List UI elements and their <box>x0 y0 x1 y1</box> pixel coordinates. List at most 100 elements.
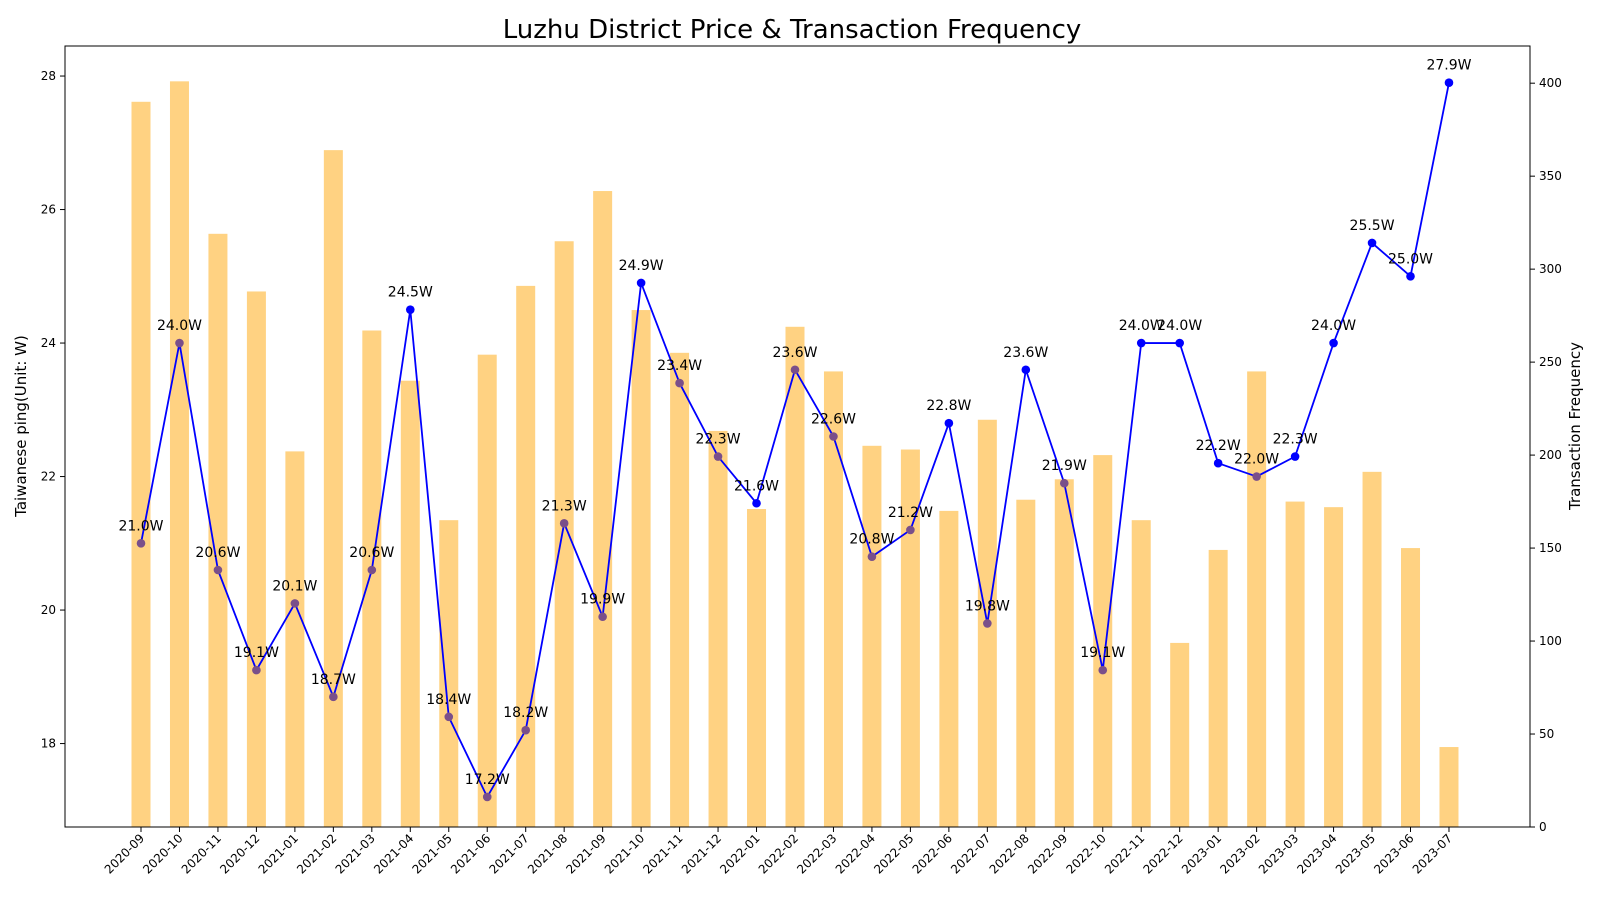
bar-2020-12 <box>246 291 266 828</box>
x-tick-label-2021-07: 2021-07 <box>486 831 531 876</box>
x-tick-label-2021-09: 2021-09 <box>563 831 608 876</box>
y-left-tick-label-26: 26 <box>41 203 56 217</box>
x-tick-label-2021-12: 2021-12 <box>679 831 724 876</box>
x-tick-label-2023-04: 2023-04 <box>1294 831 1339 876</box>
price-point-2021-10 <box>636 278 646 288</box>
price-point-2020-09 <box>136 539 146 548</box>
price-label-2020-10: 24.0W <box>157 318 202 334</box>
price-label-2021-03: 20.6W <box>349 545 394 561</box>
price-label-2021-10: 24.9W <box>619 258 664 274</box>
bar-2022-05 <box>900 449 920 827</box>
line-layer <box>136 78 1454 802</box>
y-right-tick-label-200: 200 <box>1539 448 1562 462</box>
price-point-2022-11 <box>1136 338 1146 348</box>
bar-2021-06 <box>477 354 497 827</box>
price-label-2023-01: 22.2W <box>1196 438 1241 454</box>
price-point-2021-02 <box>329 692 338 702</box>
y-left-tick-label-20: 20 <box>41 603 56 617</box>
bar-2022-12 <box>1170 642 1190 827</box>
price-label-2023-03: 22.3W <box>1273 432 1318 448</box>
price-label-2022-12: 24.0W <box>1157 318 1202 334</box>
bar-2023-02 <box>1247 371 1267 827</box>
price-label-2021-11: 23.4W <box>657 358 702 374</box>
bar-2021-04 <box>400 380 420 827</box>
bar-2020-10 <box>169 81 189 827</box>
x-tick-label-2022-01: 2022-01 <box>717 831 762 876</box>
price-label-2021-08: 21.3W <box>542 498 587 514</box>
x-tick-label-2022-06: 2022-06 <box>910 831 955 876</box>
y-left-tick-label-18: 18 <box>41 737 56 751</box>
bar-2021-08 <box>554 241 574 827</box>
bar-2023-01 <box>1208 549 1228 827</box>
bar-2022-02 <box>785 326 805 827</box>
bar-2022-04 <box>862 445 882 827</box>
bar-2022-11 <box>1131 520 1151 827</box>
bar-2020-11 <box>208 233 228 827</box>
price-label-2023-06: 25.0W <box>1388 251 1433 267</box>
y-right-tick-label-0: 0 <box>1539 820 1547 834</box>
bar-2023-05 <box>1362 471 1382 827</box>
price-point-2023-01 <box>1213 458 1223 468</box>
price-label-2022-03: 22.6W <box>811 412 856 428</box>
bar-2020-09 <box>131 101 151 828</box>
x-tick-label-2021-05: 2021-05 <box>410 831 455 876</box>
x-tick-label-2021-01: 2021-01 <box>256 831 301 876</box>
x-tick-label-2022-04: 2022-04 <box>833 831 878 876</box>
bar-2023-04 <box>1324 507 1344 827</box>
price-point-2021-11 <box>675 378 684 388</box>
x-tick-label-2020-12: 2020-12 <box>217 831 262 876</box>
x-tick-label-2021-03: 2021-03 <box>333 831 378 876</box>
y-axis-right-label: Transaction Frequency <box>1566 342 1584 511</box>
y-left-tick-label-28: 28 <box>41 69 56 83</box>
price-point-2023-03 <box>1290 452 1300 461</box>
price-label-2020-11: 20.6W <box>195 545 240 561</box>
x-tick-label-2022-02: 2022-02 <box>756 831 801 876</box>
bar-2021-09 <box>593 191 613 828</box>
price-point-2023-07 <box>1444 78 1454 88</box>
x-tick-label-2023-03: 2023-03 <box>1256 831 1301 876</box>
x-tick-label-2020-09: 2020-09 <box>102 831 147 876</box>
price-label-2023-04: 24.0W <box>1311 318 1356 334</box>
price-point-2021-05 <box>444 712 454 722</box>
price-label-2023-02: 22.0W <box>1234 452 1279 468</box>
price-label-2022-07: 19.8W <box>965 598 1010 614</box>
x-tick-label-2023-06: 2023-06 <box>1371 831 1416 876</box>
price-label-2022-08: 23.6W <box>1003 345 1048 361</box>
bar-2022-06 <box>939 510 959 827</box>
x-tick-label-2022-12: 2022-12 <box>1140 831 1185 876</box>
price-label-2023-07: 27.9W <box>1426 58 1471 74</box>
data-labels-layer: 21.0W 24.0W 20.6W 19.1W 20.1W 18.7W 20.6W 24.5W… <box>118 58 1471 788</box>
bar-2021-10 <box>631 310 651 827</box>
price-label-2022-10: 19.1W <box>1080 645 1125 661</box>
y-right-tick-label-350: 350 <box>1539 169 1562 183</box>
x-tick-label-2021-06: 2021-06 <box>448 831 493 876</box>
x-tick-label-2023-01: 2023-01 <box>1179 831 1224 876</box>
price-point-2023-02 <box>1252 472 1261 481</box>
x-tick-label-2021-10: 2021-10 <box>602 831 647 876</box>
price-label-2021-04: 24.5W <box>388 285 433 301</box>
bar-2022-01 <box>747 509 767 827</box>
x-tick-label-2023-07: 2023-07 <box>1410 831 1455 876</box>
price-label-2022-05: 21.2W <box>888 505 933 521</box>
y-right-tick-label-400: 400 <box>1539 76 1562 90</box>
price-point-2022-06 <box>944 418 954 428</box>
price-point-2021-12 <box>713 452 723 461</box>
x-tick-label-2022-09: 2022-09 <box>1025 831 1070 876</box>
x-tick-label-2020-10: 2020-10 <box>140 831 185 876</box>
x-tick-label-2022-10: 2022-10 <box>1064 831 1109 876</box>
y-left-tick-label-24: 24 <box>41 336 56 350</box>
price-point-2021-06 <box>482 792 492 802</box>
price-point-2022-03 <box>829 432 838 441</box>
price-point-2022-05 <box>906 525 915 535</box>
price-point-2023-06 <box>1406 271 1415 281</box>
price-label-2022-09: 21.9W <box>1042 458 1087 474</box>
bar-2022-08 <box>1016 499 1036 827</box>
price-point-2022-12 <box>1175 338 1184 348</box>
price-label-2021-07: 18.2W <box>503 705 548 721</box>
price-label-2022-02: 23.6W <box>772 345 817 361</box>
price-label-2020-12: 19.1W <box>234 645 279 661</box>
y-right-tick-label-50: 50 <box>1539 727 1554 741</box>
price-point-2022-01 <box>752 498 761 508</box>
price-point-2022-07 <box>983 619 992 628</box>
